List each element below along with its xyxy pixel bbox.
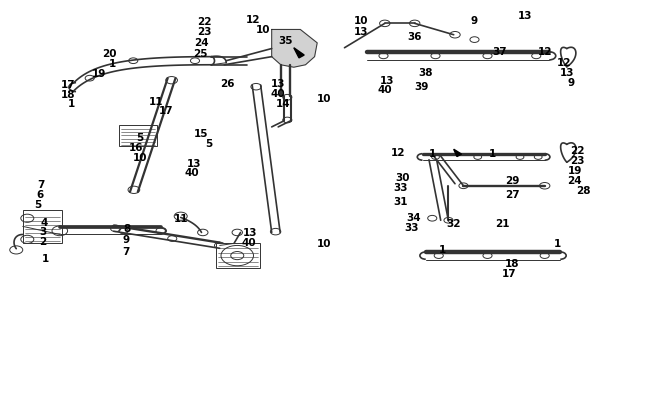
- Text: 21: 21: [495, 219, 510, 228]
- Text: 23: 23: [570, 156, 584, 165]
- Text: 10: 10: [317, 94, 331, 104]
- Text: 10: 10: [256, 26, 270, 35]
- Text: 9: 9: [567, 78, 574, 88]
- Text: 19: 19: [568, 165, 582, 175]
- Text: 24: 24: [194, 38, 209, 48]
- Text: 40: 40: [378, 85, 392, 95]
- Text: 27: 27: [505, 190, 519, 199]
- Text: 13: 13: [354, 27, 368, 36]
- Text: 35: 35: [279, 36, 293, 45]
- Text: 7: 7: [37, 179, 45, 189]
- Text: 12: 12: [391, 148, 405, 158]
- Text: 7: 7: [122, 246, 130, 256]
- Text: 18: 18: [505, 258, 519, 268]
- Text: 18: 18: [61, 90, 75, 100]
- Text: 40: 40: [271, 89, 285, 98]
- Text: 34: 34: [406, 213, 421, 223]
- Text: 13: 13: [271, 79, 285, 89]
- Text: 9: 9: [471, 16, 478, 26]
- Text: 9: 9: [123, 235, 129, 245]
- Text: 17: 17: [61, 80, 75, 90]
- Text: 1: 1: [489, 149, 497, 159]
- Text: 5: 5: [136, 133, 144, 143]
- Text: 23: 23: [198, 28, 212, 37]
- Text: 4: 4: [40, 218, 48, 228]
- Text: 22: 22: [198, 17, 212, 27]
- Text: 32: 32: [447, 219, 461, 228]
- Bar: [216, 244, 260, 268]
- Text: 15: 15: [194, 129, 209, 139]
- Text: 28: 28: [577, 185, 591, 195]
- Text: 29: 29: [505, 176, 519, 186]
- Text: 19: 19: [92, 69, 106, 79]
- Text: 10: 10: [317, 238, 331, 248]
- Text: 33: 33: [404, 223, 419, 232]
- Text: 26: 26: [220, 79, 235, 89]
- Text: 12: 12: [538, 47, 552, 57]
- Text: 13: 13: [560, 68, 575, 78]
- Text: 2: 2: [39, 236, 47, 246]
- Text: 25: 25: [193, 49, 207, 59]
- Text: 33: 33: [393, 183, 408, 192]
- Text: 12: 12: [557, 58, 571, 68]
- Text: 16: 16: [129, 143, 144, 152]
- Text: 13: 13: [243, 227, 257, 237]
- Text: 10: 10: [354, 16, 368, 26]
- Text: 11: 11: [149, 97, 163, 107]
- Text: 13: 13: [187, 158, 201, 168]
- Text: 30: 30: [396, 173, 410, 182]
- Text: 1: 1: [109, 59, 116, 68]
- Text: 3: 3: [39, 227, 47, 237]
- Text: 12: 12: [246, 15, 261, 25]
- Text: 36: 36: [408, 32, 422, 41]
- Text: 22: 22: [570, 146, 584, 156]
- Text: 1: 1: [554, 238, 562, 248]
- Polygon shape: [454, 150, 462, 157]
- Text: 8: 8: [124, 224, 131, 234]
- Text: 11: 11: [174, 214, 188, 224]
- Text: 14: 14: [276, 98, 291, 108]
- Text: 39: 39: [414, 82, 428, 92]
- Bar: [23, 211, 62, 243]
- Text: 40: 40: [185, 168, 199, 178]
- Bar: [119, 126, 157, 147]
- Text: 13: 13: [518, 11, 532, 21]
- Polygon shape: [294, 49, 304, 59]
- Text: 6: 6: [36, 190, 44, 199]
- Text: 40: 40: [242, 237, 256, 247]
- Text: 1: 1: [429, 149, 437, 159]
- Text: 13: 13: [380, 76, 394, 86]
- Text: 31: 31: [393, 196, 408, 206]
- Text: 1: 1: [68, 99, 75, 109]
- Text: 17: 17: [502, 269, 516, 278]
- Text: 24: 24: [567, 175, 581, 185]
- Text: 1: 1: [42, 253, 49, 263]
- Text: 5: 5: [34, 200, 42, 209]
- Text: 38: 38: [419, 68, 433, 78]
- Text: 1: 1: [438, 244, 446, 254]
- Text: 17: 17: [159, 106, 173, 116]
- Text: 10: 10: [133, 153, 147, 163]
- Text: 37: 37: [492, 47, 506, 57]
- Text: 5: 5: [205, 139, 213, 149]
- Polygon shape: [272, 30, 317, 68]
- Text: 20: 20: [102, 49, 116, 59]
